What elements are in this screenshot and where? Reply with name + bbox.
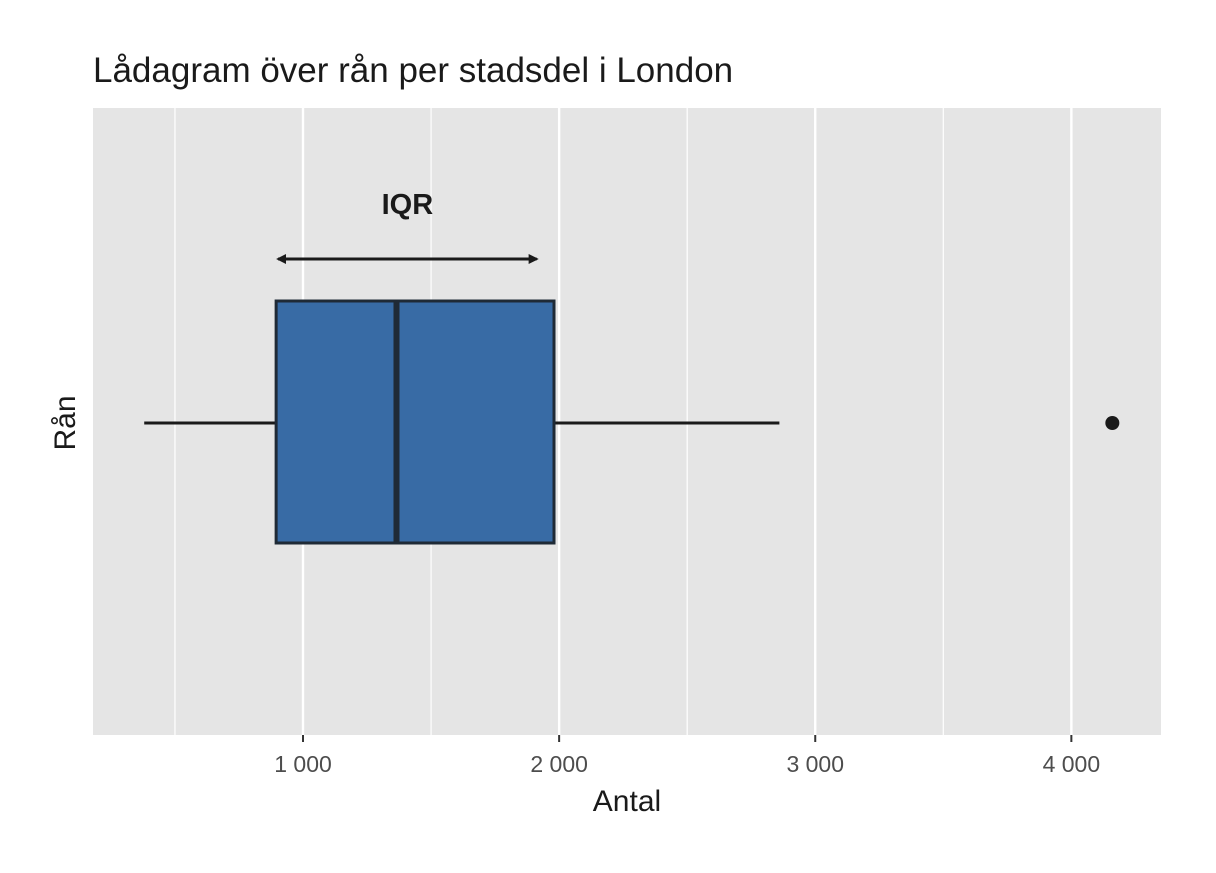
x-axis-ticks: 1 000 2 000 3 000 4 000 [274, 735, 1100, 777]
x-tick-label: 2 000 [530, 751, 588, 777]
iqr-annotation-label: IQR [382, 189, 434, 221]
x-tick-label: 4 000 [1043, 751, 1101, 777]
x-tick-label: 3 000 [786, 751, 844, 777]
chart-title: Lådagram över rån per stadsdel i London [93, 51, 733, 90]
outlier-points [1105, 416, 1120, 430]
x-tick-label: 1 000 [274, 751, 332, 777]
y-axis-title: Rån [49, 395, 82, 450]
x-axis-title: Antal [593, 785, 661, 818]
iqr-box [274, 299, 556, 545]
outlier-point [1105, 416, 1120, 430]
